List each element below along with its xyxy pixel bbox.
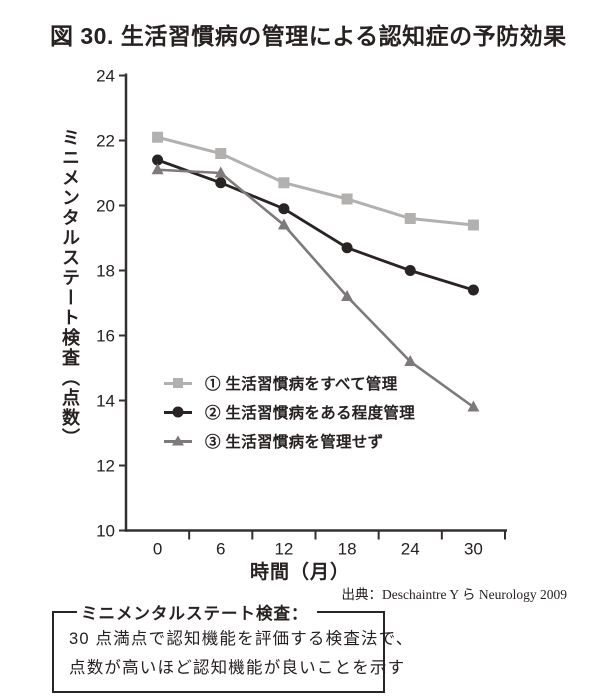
circle-marker-icon — [467, 284, 479, 296]
triangle-marker-icon — [214, 166, 227, 178]
x-tick-label: 24 — [401, 540, 420, 559]
note-box-title: ミニメンタルステート検査： — [81, 605, 309, 623]
y-tick-label: 22 — [96, 132, 115, 151]
y-tick-label: 24 — [96, 67, 115, 86]
figure-title: 図 30. 生活習慣病の管理による認知症の予防効果 — [50, 23, 567, 49]
y-tick-label: 10 — [96, 522, 115, 541]
square-marker-icon — [404, 213, 416, 224]
y-axis-title: ミニメンタルステート検査（点数） — [60, 128, 80, 448]
square-marker-icon — [341, 193, 353, 205]
triangle-marker-icon — [341, 290, 354, 301]
circle-marker-icon — [404, 265, 416, 276]
triangle-marker-icon — [151, 163, 164, 175]
triangle-marker-icon — [172, 435, 184, 446]
legend-item: ③ 生活習慣病を管理せず — [164, 430, 415, 452]
legend-label: ① 生活習慣病をすべて管理 — [205, 376, 398, 393]
y-tick-label: 12 — [96, 457, 115, 476]
x-tick-label: 12 — [274, 540, 293, 559]
legend-marker-circle-icon — [164, 405, 192, 419]
series-line-2 — [157, 158, 474, 292]
legend-label: ② 生活習慣病をある程度管理 — [205, 405, 416, 422]
note-box-line: 点数が高いほど認知機能が良いことを示す — [69, 659, 406, 677]
legend-marker-triangle-icon — [164, 434, 192, 448]
square-marker-icon — [215, 148, 227, 159]
legend-marker-square-icon — [164, 376, 192, 390]
legend-item: ① 生活習慣病をすべて管理 — [164, 372, 415, 394]
square-marker-icon — [467, 219, 479, 231]
x-tick-label: 0 — [153, 540, 162, 559]
note-box: ミニメンタルステート検査： 30 点満点で認知機能を評価する検査法で、 点数が高… — [52, 600, 414, 693]
legend-item: ② 生活習慣病をある程度管理 — [164, 401, 415, 423]
triangle-marker-icon — [404, 355, 417, 366]
x-tick-label: 6 — [216, 540, 225, 559]
square-marker-icon — [152, 131, 164, 143]
triangle-marker-icon — [277, 218, 290, 230]
x-tick-label: 18 — [338, 540, 357, 559]
square-marker-icon — [173, 378, 183, 388]
note-box-line: 30 点満点で認知機能を評価する検査法で、 — [69, 630, 414, 648]
y-tick-label: 20 — [96, 197, 115, 216]
chart-legend: ① 生活習慣病をすべて管理 ② 生活習慣病をある程度管理 ③ 生活習慣病を管理せ… — [164, 372, 415, 459]
series-line-1 — [157, 135, 474, 227]
series-line-3 — [157, 168, 475, 409]
y-tick-label: 18 — [96, 262, 115, 281]
y-tick-label: 14 — [96, 392, 115, 411]
x-axis-title: 時間（月） — [249, 562, 350, 583]
y-tick-label: 16 — [96, 327, 115, 346]
circle-marker-icon — [215, 177, 227, 189]
circle-marker-icon — [278, 203, 290, 215]
square-marker-icon — [278, 177, 290, 189]
circle-marker-icon — [172, 406, 184, 418]
x-tick-label: 30 — [464, 540, 483, 559]
legend-label: ③ 生活習慣病を管理せず — [205, 434, 384, 451]
triangle-marker-icon — [467, 400, 480, 412]
circle-marker-icon — [341, 242, 353, 254]
circle-marker-icon — [152, 154, 164, 166]
source-citation: 出典：Deschaintre Y ら Neurology 2009 — [341, 587, 567, 602]
